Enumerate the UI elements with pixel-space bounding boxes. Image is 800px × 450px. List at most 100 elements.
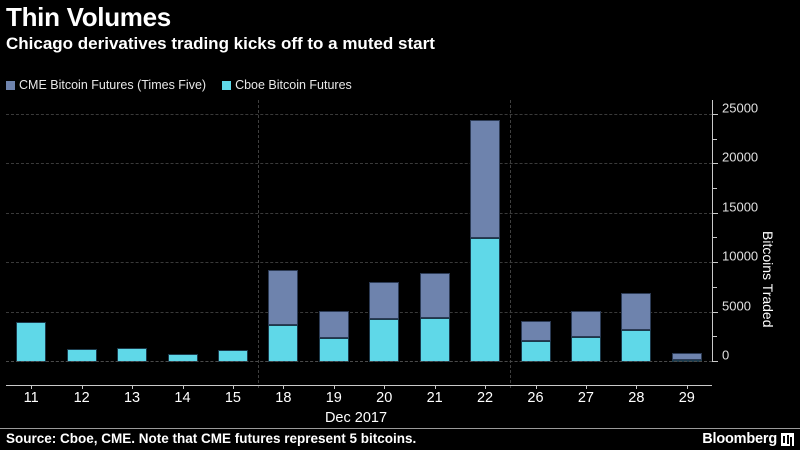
source-note: Source: Cboe, CME. Note that CME futures… — [6, 431, 417, 446]
bar-group[interactable] — [570, 310, 601, 362]
x-axis-label: 12 — [73, 390, 90, 406]
x-axis-label: 28 — [628, 390, 645, 406]
x-axis-tick — [485, 385, 487, 389]
gridline — [6, 113, 712, 115]
bloomberg-terminal-icon — [781, 432, 794, 446]
bar-group[interactable] — [268, 269, 299, 362]
y-axis: 0 5000 10000 15000 20000 25000 — [712, 100, 758, 363]
bar-group[interactable] — [419, 273, 450, 362]
x-axis-tick — [434, 385, 436, 389]
y-axis-title: Bitcoins Traded — [760, 231, 776, 328]
x-axis-line — [6, 385, 712, 386]
week-separator — [510, 100, 512, 388]
legend-item-cboe[interactable]: Cboe Bitcoin Futures — [222, 78, 352, 92]
y-axis-label: 20000 — [722, 149, 759, 165]
y-axis-tick — [713, 311, 718, 313]
x-axis-label: 13 — [123, 390, 141, 406]
baseline-axis — [6, 361, 712, 362]
y-axis-label: 15000 — [722, 199, 759, 215]
bar-segment[interactable] — [520, 340, 551, 362]
bar-segment[interactable] — [419, 273, 450, 319]
bar-group[interactable] — [16, 322, 47, 362]
bar-segment[interactable] — [318, 338, 349, 362]
x-axis-label: 26 — [527, 390, 544, 406]
bar-segment[interactable] — [671, 352, 702, 360]
y-axis-minor-tick — [713, 187, 717, 189]
bar-segment[interactable] — [520, 320, 551, 341]
y-axis-minor-tick — [713, 286, 717, 288]
x-axis-tick — [232, 385, 234, 389]
bar-group[interactable] — [369, 281, 400, 362]
gridline — [6, 163, 712, 165]
x-axis-label: 22 — [476, 390, 494, 406]
y-axis-tick — [713, 163, 718, 165]
bar-segment[interactable] — [621, 330, 652, 362]
gridline — [6, 311, 712, 313]
x-axis-tick — [81, 385, 83, 389]
footer-divider — [0, 428, 800, 429]
gridline — [6, 262, 712, 264]
legend-label-cme: CME Bitcoin Futures (Times Five) — [19, 78, 207, 92]
x-axis-tick — [132, 385, 134, 389]
y-axis-minor-tick — [713, 138, 717, 140]
page-title: Thin Volumes — [6, 2, 171, 32]
bar-group[interactable] — [621, 292, 652, 362]
bar-group[interactable] — [117, 347, 148, 362]
x-axis-label: 19 — [325, 390, 342, 406]
x-axis-tick — [384, 385, 386, 389]
chart-header: Thin Volumes Chicago derivatives trading… — [6, 2, 706, 55]
x-axis-tick — [585, 385, 587, 389]
y-axis-tick — [713, 262, 718, 264]
x-axis-label: 14 — [174, 390, 191, 406]
bar-segment[interactable] — [318, 310, 349, 339]
bar-segment[interactable] — [570, 336, 601, 362]
x-axis-tick — [686, 385, 688, 389]
bloomberg-logo: Bloomberg — [702, 431, 794, 447]
x-axis-label: 18 — [275, 390, 292, 406]
brand-name: Bloomberg — [702, 431, 777, 447]
y-axis-minor-tick — [713, 336, 717, 338]
x-axis-tick — [283, 385, 285, 389]
chart-subtitle: Chicago derivatives trading kicks off to… — [6, 34, 435, 53]
x-axis-tick — [31, 385, 33, 389]
y-axis-tick — [713, 361, 718, 362]
legend-label-cboe: Cboe Bitcoin Futures — [235, 78, 352, 92]
bar-segment[interactable] — [570, 310, 601, 337]
y-axis-label: 10000 — [722, 248, 759, 264]
bar-group[interactable] — [520, 320, 551, 362]
bar-group[interactable] — [470, 120, 501, 362]
legend-item-cme[interactable]: CME Bitcoin Futures (Times Five) — [6, 78, 206, 92]
bar-segment[interactable] — [268, 325, 299, 362]
y-axis-minor-tick — [713, 237, 717, 239]
bar-segment[interactable] — [268, 269, 299, 326]
bar-segment[interactable] — [419, 318, 450, 362]
y-axis-tick — [713, 113, 718, 115]
plot-area — [6, 100, 712, 388]
x-axis-label: 29 — [678, 390, 695, 406]
bar-segment[interactable] — [117, 347, 148, 362]
legend-swatch-cme-icon — [6, 80, 15, 90]
bar-segment[interactable] — [369, 319, 400, 362]
y-axis-label: 5000 — [722, 298, 751, 314]
bar-group[interactable] — [318, 310, 349, 362]
x-axis-label: 15 — [224, 390, 241, 406]
bar-segment[interactable] — [621, 292, 652, 331]
legend-swatch-cboe-icon — [222, 80, 232, 90]
x-axis-label: 11 — [23, 390, 39, 406]
x-axis-label: 27 — [577, 390, 594, 406]
x-axis-tick — [182, 385, 184, 389]
x-axis-tick — [333, 385, 335, 389]
y-axis-label: 0 — [722, 347, 730, 363]
bar-segment[interactable] — [369, 281, 400, 320]
bar-segment[interactable] — [470, 238, 501, 362]
y-axis-label: 25000 — [722, 100, 759, 116]
x-axis-label: 21 — [426, 390, 443, 406]
x-axis-label: 20 — [376, 390, 393, 406]
x-axis-tick — [636, 385, 638, 389]
bar-segment[interactable] — [16, 322, 47, 362]
y-axis-tick — [713, 212, 718, 214]
bar-segment[interactable] — [470, 120, 501, 239]
gridline — [6, 212, 712, 214]
x-axis-tick — [535, 385, 537, 389]
